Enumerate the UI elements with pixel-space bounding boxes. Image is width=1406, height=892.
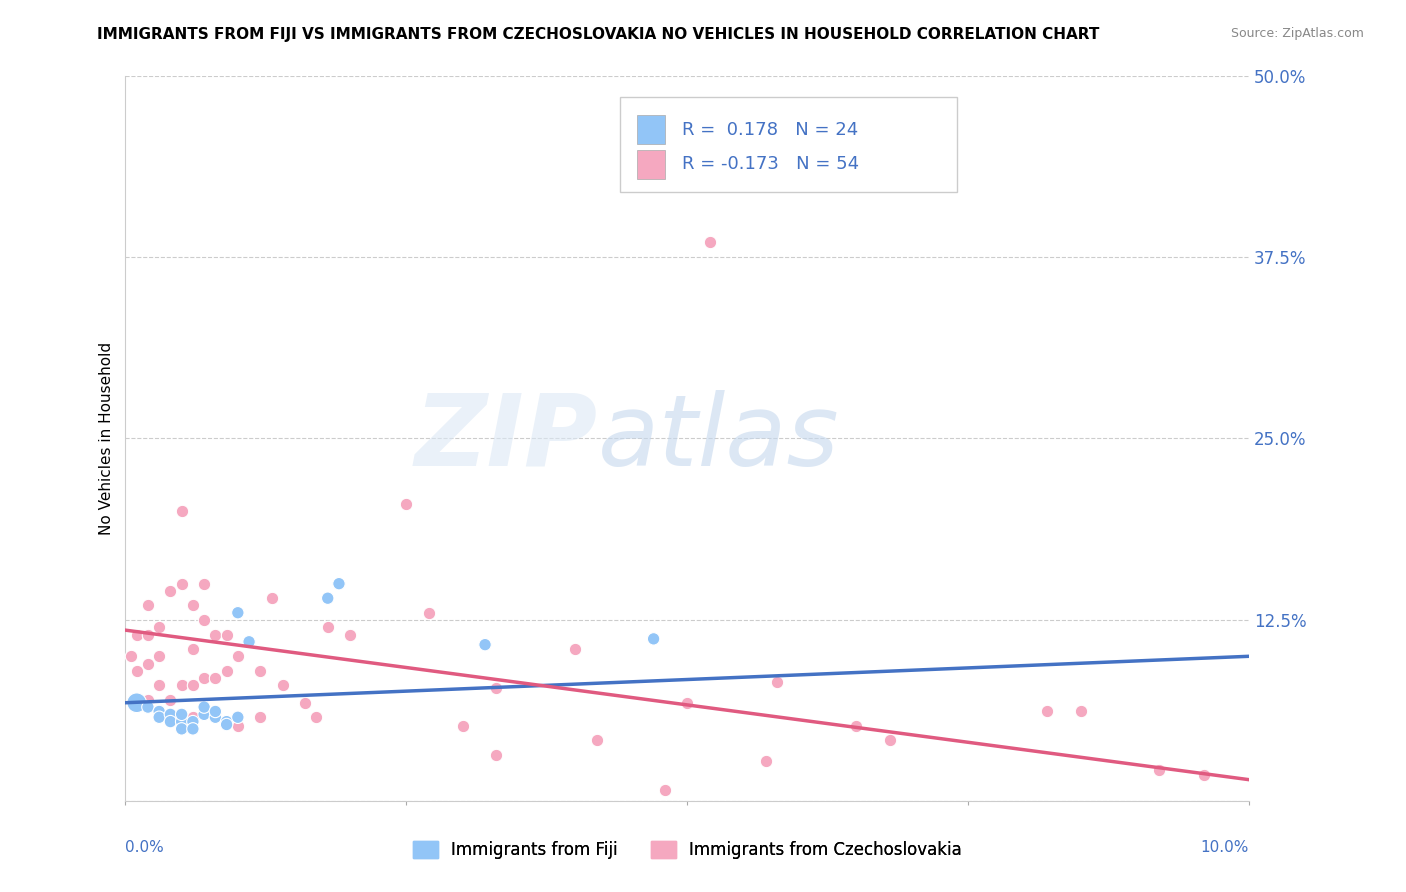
Point <box>226 710 249 724</box>
Point <box>305 710 328 724</box>
Point <box>204 710 226 724</box>
Point <box>260 591 283 606</box>
Point <box>204 671 226 685</box>
Point <box>249 664 271 678</box>
Legend: Immigrants from Fiji, Immigrants from Czechoslovakia: Immigrants from Fiji, Immigrants from Cz… <box>406 834 969 866</box>
Point <box>316 620 339 634</box>
Point <box>181 710 204 724</box>
Point <box>845 719 868 733</box>
Point <box>125 627 148 641</box>
Point <box>699 235 721 250</box>
Point <box>879 733 901 747</box>
Text: IMMIGRANTS FROM FIJI VS IMMIGRANTS FROM CZECHOSLOVAKIA NO VEHICLES IN HOUSEHOLD : IMMIGRANTS FROM FIJI VS IMMIGRANTS FROM … <box>97 27 1099 42</box>
Point <box>204 705 226 719</box>
Text: Source: ZipAtlas.com: Source: ZipAtlas.com <box>1230 27 1364 40</box>
Point <box>159 707 181 722</box>
Point <box>564 642 586 657</box>
Point <box>1149 763 1171 777</box>
Point <box>193 613 215 627</box>
Point <box>193 707 215 722</box>
Point <box>215 714 238 729</box>
Point <box>120 649 142 664</box>
Point <box>136 599 159 613</box>
Y-axis label: No Vehicles in Household: No Vehicles in Household <box>100 342 114 535</box>
FancyBboxPatch shape <box>620 97 957 192</box>
Point <box>1192 768 1215 782</box>
Point <box>170 576 193 591</box>
Text: 10.0%: 10.0% <box>1201 840 1249 855</box>
Point <box>193 671 215 685</box>
Point <box>136 627 159 641</box>
Point <box>474 638 496 652</box>
Point <box>249 710 271 724</box>
Point <box>136 700 159 714</box>
Text: 0.0%: 0.0% <box>125 840 165 855</box>
Point <box>148 705 170 719</box>
Text: R =  0.178   N = 24: R = 0.178 N = 24 <box>682 121 858 139</box>
Point <box>215 627 238 641</box>
Point <box>485 747 508 762</box>
Point <box>676 696 699 710</box>
Point <box>193 576 215 591</box>
Point <box>215 717 238 731</box>
Point <box>271 678 294 692</box>
Point <box>586 733 609 747</box>
Point <box>181 642 204 657</box>
Point <box>226 649 249 664</box>
Point <box>125 696 148 710</box>
Point <box>148 649 170 664</box>
Point <box>339 627 361 641</box>
Point <box>766 675 789 690</box>
Point <box>181 714 204 729</box>
Point <box>181 678 204 692</box>
Point <box>226 606 249 620</box>
Point <box>159 693 181 707</box>
Point <box>1036 705 1059 719</box>
Point <box>170 714 193 729</box>
Point <box>395 497 418 511</box>
Point <box>148 710 170 724</box>
Point <box>238 634 260 648</box>
Point <box>170 707 193 722</box>
Point <box>159 583 181 598</box>
Bar <box>637 115 665 145</box>
Point <box>215 664 238 678</box>
Point <box>451 719 474 733</box>
Point <box>204 627 226 641</box>
Point <box>148 620 170 634</box>
Point <box>654 782 676 797</box>
Point <box>755 754 778 768</box>
Point <box>125 664 148 678</box>
Point <box>170 504 193 518</box>
Point <box>316 591 339 606</box>
Text: R = -0.173   N = 54: R = -0.173 N = 54 <box>682 155 859 173</box>
Point <box>170 722 193 736</box>
Point <box>181 722 204 736</box>
Point <box>136 657 159 671</box>
Point <box>328 576 350 591</box>
Point <box>193 700 215 714</box>
Point <box>181 599 204 613</box>
Point <box>485 681 508 696</box>
Point <box>148 678 170 692</box>
Point <box>226 719 249 733</box>
Point <box>643 632 665 646</box>
Point <box>294 696 316 710</box>
Bar <box>637 150 665 178</box>
Point <box>136 693 159 707</box>
Point <box>170 678 193 692</box>
Text: atlas: atlas <box>598 390 839 487</box>
Text: ZIP: ZIP <box>415 390 598 487</box>
Point <box>159 714 181 729</box>
Point <box>418 606 440 620</box>
Point <box>1070 705 1092 719</box>
